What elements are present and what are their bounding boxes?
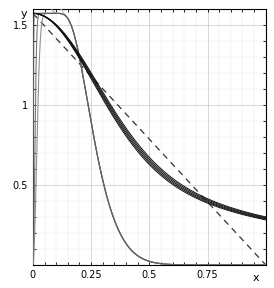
- Y-axis label: y: y: [20, 9, 27, 19]
- X-axis label: x: x: [253, 273, 260, 283]
